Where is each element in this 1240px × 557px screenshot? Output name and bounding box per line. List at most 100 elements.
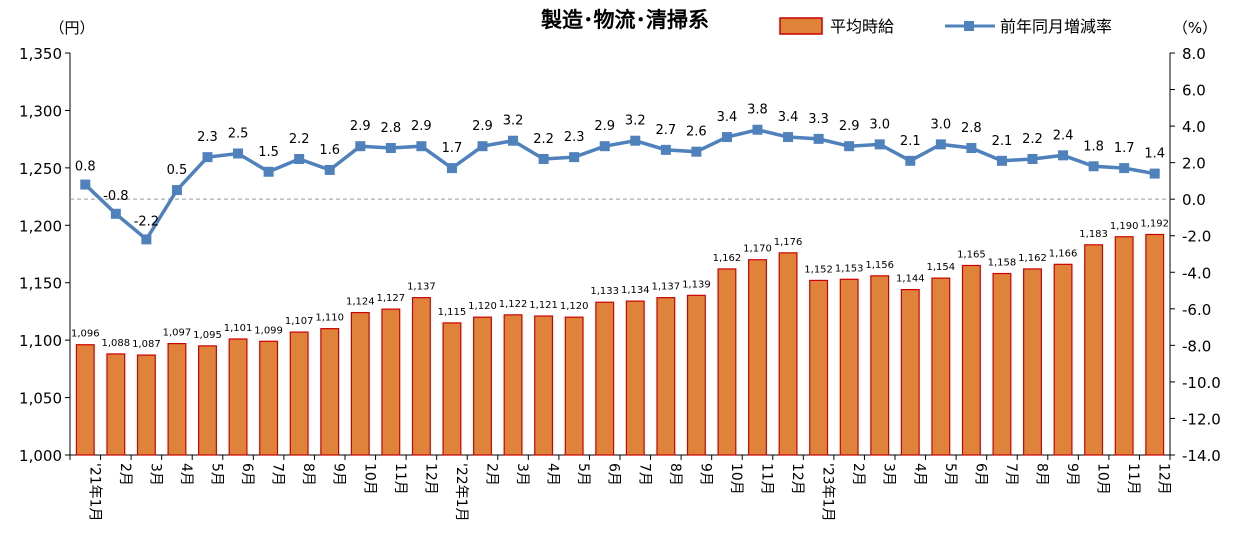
right-axis-tick-label: -4.0 [1182,264,1211,282]
x-axis-tick-label: 12月 [1156,463,1172,495]
bar [473,316,492,456]
bar [809,279,829,456]
bar [992,272,1012,456]
x-axis-tick-label: 12月 [422,463,438,495]
x-axis-tick-label: 8月 [1034,463,1050,486]
line-data-label: 2.1 [900,134,921,149]
line-data-label: 3.4 [778,110,799,125]
left-axis-tick-label: 1,050 [19,390,62,408]
line-marker [935,139,946,150]
line-marker [233,148,244,159]
line-data-label: 3.0 [869,117,890,132]
legend-bar-label: 平均時給 [830,17,894,36]
line-data-label: 2.9 [839,119,860,134]
x-axis-tick-label: 6月 [239,463,255,486]
bar [748,259,767,456]
chart-title: 製造･物流･清掃系 [540,8,709,32]
line-marker [783,132,794,143]
bar-data-label: 1,087 [132,339,161,350]
line-data-label: 2.1 [992,134,1013,149]
legend-line-label: 前年同月増減率 [1000,17,1112,36]
line-data-label: 2.5 [228,127,249,142]
bar [1145,233,1165,456]
line-marker [599,141,610,152]
line-data-label: 2.6 [686,125,707,140]
line-data-label: 2.9 [594,119,615,134]
bar [534,315,554,456]
x-axis-tick-label: 4月 [545,463,561,486]
line-marker [385,143,396,154]
line-data-label: 3.8 [747,103,768,118]
bar [900,289,920,456]
line-data-label: 3.2 [503,114,524,129]
bar-data-label: 1,115 [438,307,467,318]
bar-data-label: 1,162 [713,253,742,264]
bar-data-label: 1,144 [896,274,925,285]
right-axis-tick-label: 2.0 [1182,155,1206,173]
bar [1114,236,1134,456]
left-axis-unit: （円） [49,19,94,37]
left-axis-tick-label: 1,150 [19,275,62,293]
line-marker [1058,150,1069,161]
line-marker [416,141,427,152]
bar-data-label: 1,120 [468,301,497,312]
line-data-label: 2.3 [564,130,585,145]
bar [1053,263,1073,456]
line-data-label: 1.5 [258,145,279,160]
line-marker [630,135,641,146]
bar-data-label: 1,122 [499,299,528,310]
bar [870,275,890,456]
bar [381,308,401,456]
bar [75,344,95,456]
x-axis-tick-label: '22年1月 [453,463,469,522]
line-marker [110,208,121,219]
right-axis-tick-label: -2.0 [1182,228,1211,246]
x-axis-tick-label: 12月 [789,463,805,495]
bar-data-label: 1,134 [621,285,650,296]
bar [1023,268,1042,456]
bar [686,294,706,456]
line-marker [996,155,1007,166]
x-axis-tick-label: 5月 [209,463,225,486]
x-axis-tick-label: '23年1月 [820,463,836,522]
line-data-label: 2.9 [411,119,432,134]
bar [564,316,584,456]
bar-data-label: 1,183 [1079,229,1108,240]
left-axis-tick-label: 1,100 [19,332,62,350]
bar [198,345,217,456]
left-axis-tick-label: 1,250 [19,160,62,178]
x-axis-tick-label: 4月 [178,463,194,486]
line-marker [477,141,488,152]
x-axis-tick-label: 8月 [300,463,316,486]
bar-data-label: 1,133 [590,286,619,297]
bar [717,268,737,456]
growth-rate-line [84,127,1156,243]
x-axis-tick-label: 5月 [942,463,958,486]
line-marker [569,152,580,163]
line-marker [202,152,213,163]
x-axis-tick-label: 6月 [972,463,988,486]
bar [167,342,187,456]
bar-data-label: 1,170 [743,244,772,255]
bar-data-label: 1,088 [102,338,131,349]
bar-data-label: 1,120 [560,301,589,312]
bar [442,322,462,456]
line-marker [721,132,732,143]
line-marker [874,139,885,150]
bar-data-label: 1,192 [1140,218,1169,229]
line-data-label: 2.2 [289,132,310,147]
line-marker [1027,153,1038,164]
line-marker [660,144,671,155]
bar [778,252,798,456]
x-axis-tick-label: 2月 [484,463,500,486]
line-data-label: 1.6 [319,143,340,158]
bar-data-label: 1,165 [957,249,986,260]
line-marker [80,179,91,190]
line-marker [355,141,366,152]
x-axis-tick-label: 7月 [636,463,652,486]
bar-data-label: 1,101 [224,323,253,334]
x-axis-tick-label: 8月 [667,463,683,486]
line-data-label: 1.7 [442,141,463,156]
x-axis-tick-label: 5月 [575,463,591,486]
